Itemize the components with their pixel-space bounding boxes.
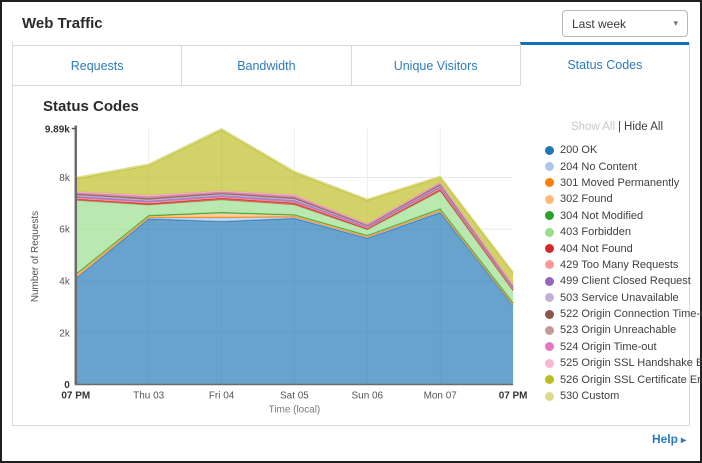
legend-item-429[interactable]: 429 Too Many Requests — [545, 257, 689, 273]
legend-item-label: 403 Forbidden — [560, 226, 631, 239]
legend-dot-icon — [545, 260, 554, 270]
legend-dot-icon — [545, 244, 554, 254]
legend-item-526[interactable]: 526 Origin SSL Certificate Error — [545, 371, 702, 387]
time-range-select[interactable]: Last week ▾ — [562, 10, 688, 37]
hide-all-button[interactable]: Hide All — [624, 121, 664, 133]
legend-dot-icon — [545, 227, 554, 237]
legend-item-523[interactable]: 523 Origin Unreachable — [545, 322, 689, 338]
help-label: Help — [651, 432, 678, 446]
legend-item-524[interactable]: 524 Origin Time-out — [545, 339, 689, 355]
legend-dot-icon — [545, 342, 554, 352]
legend-dot-icon — [545, 194, 554, 204]
legend-dot-icon — [545, 325, 554, 335]
legend-items: 200 OK 204 No Content 301 Moved Permanentl… — [545, 142, 702, 404]
tab-bandwidth[interactable]: Bandwidth — [181, 45, 351, 86]
widget-header: Web Traffic Last week ▾ — [2, 2, 700, 42]
svg-text:Mon 07: Mon 07 — [424, 390, 458, 401]
legend-dot-icon — [545, 211, 554, 221]
legend-dot-icon — [545, 293, 554, 303]
svg-text:Sat 05: Sat 05 — [280, 390, 309, 401]
legend-item-label: 524 Origin Time-out — [560, 340, 657, 353]
svg-text:07 PM: 07 PM — [499, 390, 528, 401]
legend-item-label: 503 Service Unavailable — [560, 291, 679, 304]
legend-item-499[interactable]: 499 Client Closed Request — [545, 273, 691, 289]
svg-text:Fri 04: Fri 04 — [209, 390, 235, 401]
legend-item-204[interactable]: 204 No Content — [545, 158, 689, 174]
legend-dot-icon — [545, 178, 554, 188]
svg-text:0: 0 — [64, 380, 70, 391]
legend-divider: | — [618, 121, 622, 133]
legend-dot-icon — [545, 145, 554, 155]
legend-item-label: 304 Not Modified — [560, 209, 644, 222]
caret-down-icon: ▾ — [673, 18, 678, 28]
panel-content: Status Codes 9.89k 0 2k 4k 6k 8k 07 PM Thu 03 Fr… — [13, 86, 702, 415]
legend-item-label: 429 Too Many Requests — [560, 258, 679, 271]
status-codes-chart: 9.89k 0 2k 4k 6k 8k 07 PM Thu 03 Fri 04 Sat 05 Sun… — [30, 125, 528, 415]
tab-requests[interactable]: Requests — [13, 45, 182, 86]
time-range-value: Last week — [572, 16, 627, 31]
legend-item-label: 204 No Content — [560, 160, 638, 173]
legend-item-label: 526 Origin SSL Certificate Error — [560, 373, 702, 386]
legend-dot-icon — [545, 391, 554, 401]
svg-text:9.89k: 9.89k — [45, 125, 70, 136]
legend-item-label: 404 Not Found — [560, 242, 633, 255]
legend-item-label: 200 OK — [560, 144, 598, 157]
legend-item-label: 523 Origin Unreachable — [560, 324, 677, 337]
legend-item-label: 499 Client Closed Request — [560, 275, 691, 288]
legend-dot-icon — [545, 162, 554, 172]
legend-item-200[interactable]: 200 OK — [545, 142, 689, 158]
svg-text:Time (local): Time (local) — [269, 404, 321, 415]
arrow-right-icon: ▸ — [680, 435, 686, 446]
tab-unique-visitors[interactable]: Unique Visitors — [350, 45, 520, 86]
legend-controls: Show All | Hide All — [545, 121, 689, 133]
tab-panel: Requests Bandwidth Unique Visitors Status C… — [12, 42, 702, 426]
legend-item-404[interactable]: 404 Not Found — [545, 240, 689, 256]
legend-item-530[interactable]: 530 Custom — [545, 388, 689, 404]
page-title: Web Traffic — [22, 15, 103, 32]
chart-title: Status Codes — [43, 98, 139, 115]
legend-item-304[interactable]: 304 Not Modified — [545, 208, 689, 224]
legend-dot-icon — [545, 309, 554, 319]
legend-item-503[interactable]: 503 Service Unavailable — [545, 290, 689, 306]
legend-dot-icon — [545, 358, 554, 368]
tab-status-codes[interactable]: Status Codes — [519, 42, 689, 86]
help-link[interactable]: Help ▸ — [652, 432, 686, 446]
svg-text:8k: 8k — [59, 173, 70, 184]
legend-item-label: 302 Found — [560, 193, 613, 206]
legend-dot-icon — [545, 375, 554, 385]
svg-text:Number of Requests: Number of Requests — [30, 211, 41, 302]
svg-text:07 PM: 07 PM — [61, 390, 90, 401]
legend-item-302[interactable]: 302 Found — [545, 191, 689, 207]
chart-row: 9.89k 0 2k 4k 6k 8k 07 PM Thu 03 Fri 04 Sat 05 Sun… — [21, 119, 702, 415]
svg-text:6k: 6k — [59, 225, 70, 236]
legend: Show All | Hide All 200 OK 204 No Content 30… — [539, 119, 702, 404]
legend-item-522[interactable]: 522 Origin Connection Time-out — [545, 306, 702, 322]
legend-item-403[interactable]: 403 Forbidden — [545, 224, 689, 240]
legend-item-525[interactable]: 525 Origin SSL Handshake Error — [545, 355, 702, 371]
legend-item-301[interactable]: 301 Moved Permanently — [545, 175, 689, 191]
svg-text:Thu 03: Thu 03 — [133, 390, 164, 401]
legend-dot-icon — [545, 276, 554, 286]
legend-item-label: 525 Origin SSL Handshake Error — [560, 357, 702, 370]
svg-text:Sun 06: Sun 06 — [352, 390, 384, 401]
svg-text:2k: 2k — [59, 328, 70, 339]
legend-item-label: 530 Custom — [560, 390, 620, 403]
show-all-button[interactable]: Show All — [570, 121, 616, 133]
footer-row: Help ▸ — [12, 426, 690, 452]
legend-item-label: 522 Origin Connection Time-out — [560, 308, 702, 321]
tabbar: Requests Bandwidth Unique Visitors Status C… — [13, 42, 689, 86]
legend-item-label: 301 Moved Permanently — [560, 176, 680, 189]
svg-text:4k: 4k — [59, 276, 70, 287]
